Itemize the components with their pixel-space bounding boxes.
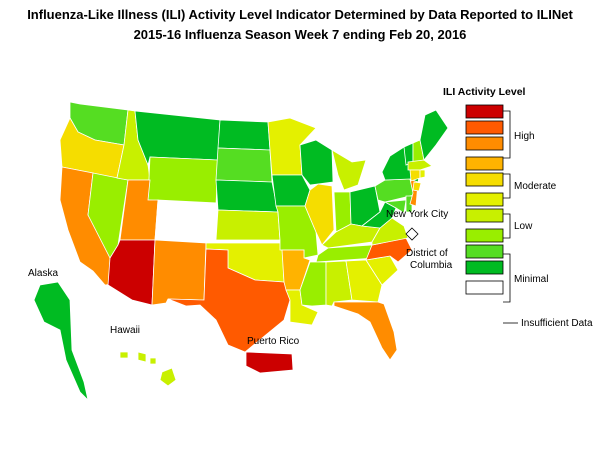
- legend-swatch-level-1: [465, 260, 504, 275]
- legend-swatch-level-4: [465, 208, 504, 223]
- label-puerto-rico: Puerto Rico: [247, 336, 300, 347]
- legend-title: ILI Activity Level: [443, 86, 526, 98]
- label-dc-line2: Columbia: [410, 260, 453, 271]
- state-georgia[interactable]: [345, 259, 383, 303]
- state-hawaii-3[interactable]: [149, 357, 157, 365]
- state-rhode-island[interactable]: [419, 169, 426, 179]
- label-hawaii: Hawaii: [110, 325, 140, 336]
- bracket-moderate: [503, 173, 511, 199]
- bracket-low: [503, 213, 511, 239]
- label-dc-line1: District of: [406, 248, 448, 259]
- state-wisconsin[interactable]: [299, 139, 334, 186]
- legend-swatch-level-0: [465, 280, 504, 295]
- label-nyc: New York City: [386, 209, 448, 220]
- dc-diamond[interactable]: [405, 227, 419, 241]
- legend-group-low: Low: [514, 221, 533, 232]
- legend-swatch-level-5: [465, 192, 504, 207]
- state-illinois[interactable]: [304, 183, 335, 246]
- bracket-high: [503, 110, 511, 159]
- nyc-swatch[interactable]: [412, 181, 422, 192]
- legend-group-insufficient: Insufficient Data: [521, 318, 593, 329]
- state-delaware[interactable]: [405, 195, 413, 213]
- state-florida[interactable]: [333, 301, 398, 361]
- legend-group-high: High: [514, 131, 535, 142]
- label-alaska: Alaska: [28, 268, 58, 279]
- state-michigan[interactable]: [331, 149, 367, 191]
- state-alaska[interactable]: [33, 281, 89, 402]
- legend-group-moderate: Moderate: [514, 181, 557, 192]
- legend-swatch-level-8: [465, 136, 504, 151]
- legend-swatch-level-2: [465, 244, 504, 259]
- bracket-minimal: [503, 253, 511, 303]
- legend-swatch-level-9: [465, 120, 504, 135]
- state-hawaii-4[interactable]: [159, 367, 177, 387]
- legend-swatch-level-6: [465, 172, 504, 187]
- legend-group-minimal: Minimal: [514, 274, 548, 285]
- state-maryland[interactable]: [383, 199, 407, 214]
- map-subtitle: 2015-16 Influenza Season Week 7 ending F…: [133, 27, 467, 42]
- state-texas[interactable]: [167, 248, 291, 353]
- state-massachusetts[interactable]: [407, 159, 433, 171]
- state-hawaii-1[interactable]: [119, 351, 129, 359]
- legend-swatch-level-10: [465, 104, 504, 119]
- legend-swatch-level-3: [465, 228, 504, 243]
- state-hawaii-2[interactable]: [137, 351, 147, 363]
- legend-swatch-level-7: [465, 156, 504, 171]
- map-title: Influenza-Like Illness (ILI) Activity Le…: [27, 7, 573, 22]
- state-puerto-rico[interactable]: [245, 351, 294, 374]
- state-maine[interactable]: [419, 109, 449, 161]
